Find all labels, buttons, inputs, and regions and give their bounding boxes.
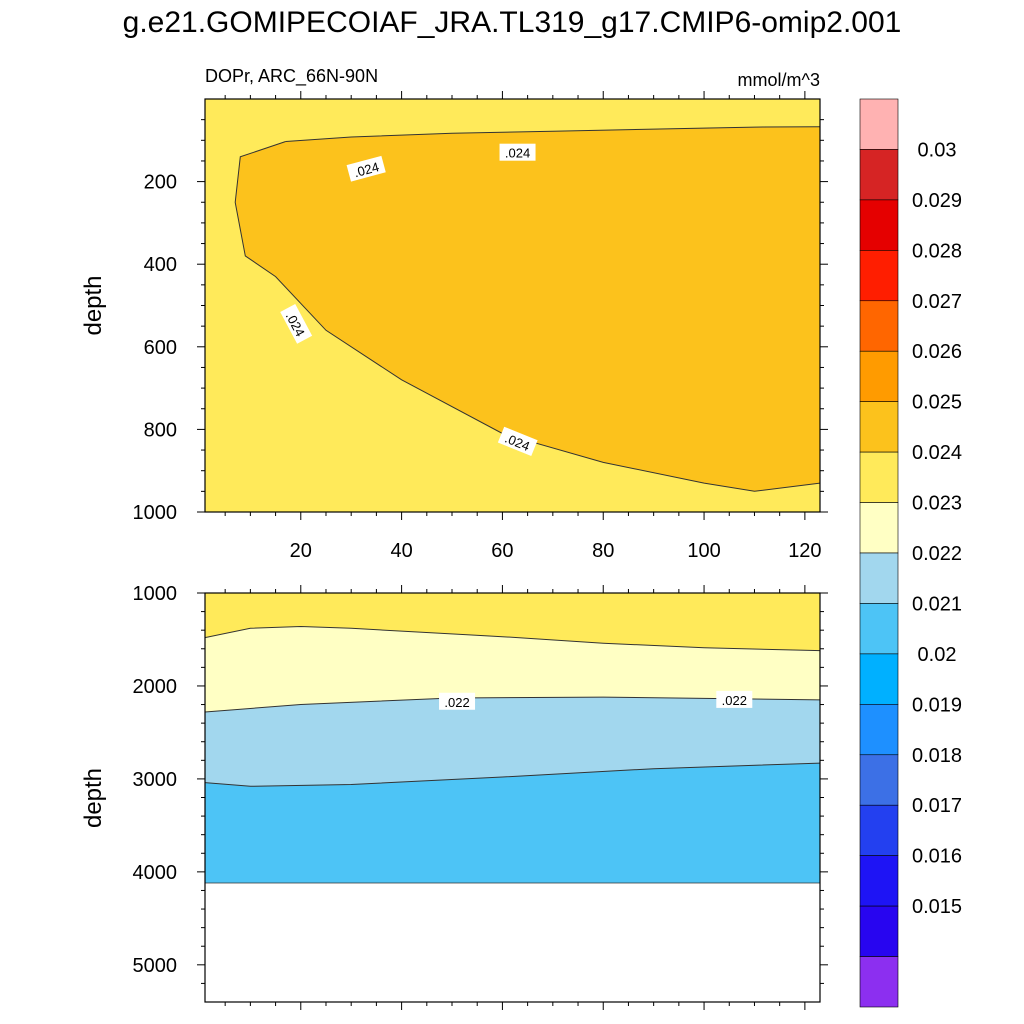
upper-ytick-label: 400 <box>144 254 177 276</box>
lower-band-0 <box>205 593 820 651</box>
lower-contour-label-0: .022 <box>444 695 469 710</box>
colorbar-swatch-7 <box>859 451 899 503</box>
contour-label-bg <box>346 155 386 182</box>
colorbar-label-6: 0.024 <box>912 442 962 464</box>
figure-title: g.e21.GOMIPECOIAF_JRA.TL319_g17.CMIP6-om… <box>122 6 902 39</box>
colorbar-swatch-1 <box>859 149 899 201</box>
colorbar-swatch-10 <box>859 603 899 655</box>
colorbar-swatch-5 <box>859 350 899 402</box>
colorbar-label-11: 0.019 <box>912 694 962 716</box>
upper-xtick-label: 60 <box>491 540 513 562</box>
lower-contour-line-0 <box>204 625 821 652</box>
contour-line-024-top <box>285 126 821 142</box>
colorbar-label-10: 0.02 <box>918 644 957 666</box>
colorbar-swatch-2 <box>859 199 899 251</box>
colorbar-label-3: 0.027 <box>912 291 962 313</box>
colorbar-label-2: 0.028 <box>912 240 962 262</box>
lower-contour-line-2 <box>204 762 821 787</box>
upper-core-region <box>235 126 820 492</box>
lower-ylabel: depth <box>80 768 107 828</box>
colorbar-swatch-14 <box>859 804 899 856</box>
lower-ytick-label: 3000 <box>133 769 178 791</box>
lower-panel: .022 .022 1000 2000 3000 4000 5000 depth <box>80 583 828 1010</box>
contour-label-text: .024 <box>352 159 380 180</box>
colorbar-label-7: 0.023 <box>912 493 962 515</box>
colorbar-label-8: 0.022 <box>912 543 962 565</box>
upper-ytick-label: 1000 <box>133 502 178 524</box>
colorbar: 0.03 0.029 0.028 0.027 0.026 0.025 0.024 0.023 0… <box>859 98 962 1008</box>
lower-ytick-label: 4000 <box>133 862 178 884</box>
colorbar-swatch-8 <box>859 502 899 554</box>
colorbar-label-4: 0.026 <box>912 341 962 363</box>
lower-contour-label-bg <box>439 692 476 710</box>
lower-contour-label-bg <box>716 690 753 708</box>
lower-ytick-label: 5000 <box>133 955 178 977</box>
upper-xtick-label: 40 <box>390 540 412 562</box>
colorbar-swatch-12 <box>859 704 899 756</box>
colorbar-swatch-11 <box>859 653 899 705</box>
upper-ylabel: depth <box>80 275 107 335</box>
contour-label-0: .024 <box>346 155 386 182</box>
contour-label-1: .024 <box>499 143 536 161</box>
colorbar-swatch-0 <box>859 98 899 150</box>
lower-ytick-label: 1000 <box>133 583 178 605</box>
colorbar-swatch-3 <box>859 250 899 302</box>
upper-xtick-label: 120 <box>788 540 821 562</box>
colorbar-label-12: 0.018 <box>912 745 962 767</box>
colorbar-swatch-6 <box>859 401 899 453</box>
lower-contour-label-1: .022 <box>722 693 747 708</box>
lower-band-1 <box>205 626 820 712</box>
contour-label-text: .024 <box>505 146 530 161</box>
colorbar-swatch-13 <box>859 754 899 806</box>
upper-xtick-label: 100 <box>687 540 720 562</box>
colorbar-swatch-16 <box>859 905 899 957</box>
upper-ytick-label: 200 <box>144 172 177 194</box>
upper-xtick-label: 80 <box>592 540 614 562</box>
units-label: mmol/m^3 <box>738 70 820 90</box>
upper-ytick-label: 600 <box>144 337 177 359</box>
contour-label-bg <box>497 426 538 456</box>
colorbar-label-5: 0.025 <box>912 392 962 414</box>
upper-xtick-label: 20 <box>290 540 312 562</box>
colorbar-label-15: 0.015 <box>912 896 962 918</box>
upper-left-label: DOPr, ARC_66N-90N <box>205 66 378 87</box>
lower-band-3 <box>205 763 820 883</box>
colorbar-label-0: 0.03 <box>918 139 957 161</box>
colorbar-label-14: 0.016 <box>912 846 962 868</box>
contour-label-bg <box>280 303 313 344</box>
lower-ytick-label: 2000 <box>133 676 178 698</box>
colorbar-swatch-17 <box>859 956 899 1008</box>
contour-label-bg <box>499 143 536 161</box>
lower-band-2 <box>205 697 820 787</box>
contour-line-024-bottom <box>234 141 821 492</box>
colorbar-swatch-4 <box>859 300 899 352</box>
colorbar-label-1: 0.029 <box>912 190 962 212</box>
upper-ytick-label: 800 <box>144 419 177 441</box>
colorbar-label-13: 0.017 <box>912 795 962 817</box>
colorbar-swatch-9 <box>859 552 899 604</box>
colorbar-label-9: 0.021 <box>912 593 962 615</box>
colorbar-swatch-15 <box>859 855 899 907</box>
